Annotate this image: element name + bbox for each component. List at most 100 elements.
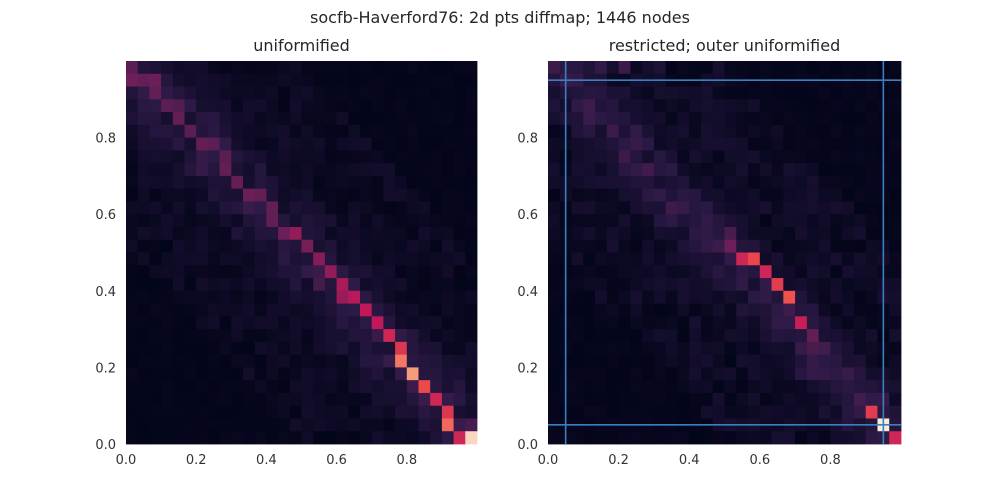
heatmap-cell (665, 99, 678, 113)
heatmap-cell (830, 392, 843, 407)
heatmap-cell (748, 354, 761, 368)
heatmap-cell (748, 239, 761, 253)
heatmap-cell (395, 61, 408, 75)
heatmap-cell (736, 175, 749, 190)
heatmap-cell (266, 252, 279, 266)
heatmap-cell (336, 290, 349, 304)
heatmap-cell (453, 137, 466, 151)
y-tick-label: 0.6 (95, 208, 116, 223)
heatmap-cell (653, 265, 667, 279)
heatmap-cell (865, 188, 878, 202)
heatmap-cell (301, 86, 314, 100)
heatmap-cell (184, 201, 197, 215)
heatmap-cell (595, 329, 608, 343)
heatmap-cell (430, 137, 443, 151)
heatmap-cell (830, 252, 843, 266)
heatmap-cell (196, 290, 209, 304)
heatmap-cell (595, 252, 608, 266)
heatmap-cell (207, 150, 220, 164)
heatmap-cell (736, 124, 749, 138)
heatmap-cell (301, 226, 314, 241)
heatmap-cell (348, 431, 361, 445)
heatmap-cell (383, 354, 396, 368)
heatmap-cell (207, 329, 220, 343)
heatmap-cell (254, 163, 267, 177)
heatmap-cell (700, 354, 714, 368)
heatmap-cell (630, 112, 643, 126)
heatmap-cell (243, 226, 256, 241)
heatmap-cell (441, 265, 454, 279)
heatmap-cell (360, 124, 373, 138)
heatmap-cell (184, 278, 197, 292)
heatmap-cell (453, 431, 466, 445)
heatmap-cell (231, 73, 244, 87)
heatmap-cell (289, 367, 302, 381)
heatmap-cell (700, 239, 714, 253)
heatmap-cell (700, 112, 714, 126)
heatmap-cell (700, 265, 714, 279)
heatmap-cell (149, 329, 162, 343)
heatmap-cell (348, 239, 361, 253)
heatmap-cell (371, 367, 384, 381)
heatmap-cell (618, 265, 631, 279)
heatmap-cell (465, 252, 478, 266)
heatmap-cell (278, 354, 291, 368)
heatmap-cell (313, 290, 326, 304)
heatmap-cell (853, 265, 867, 279)
heatmap-cell (724, 367, 737, 381)
heatmap-cell (842, 367, 855, 381)
heatmap-cell (313, 226, 326, 241)
heatmap-cell (700, 124, 714, 138)
heatmap-cell (618, 137, 631, 151)
heatmap-cell (630, 188, 643, 202)
heatmap-cell (383, 73, 396, 87)
heatmap-cell (207, 418, 220, 432)
heatmap-cell (453, 252, 466, 266)
heatmap-cell (465, 354, 478, 368)
heatmap-cell (254, 431, 267, 445)
heatmap-cell (665, 239, 678, 253)
heatmap-cell (630, 86, 643, 100)
heatmap-cell (795, 392, 808, 407)
heatmap-cell (231, 61, 244, 75)
heatmap-cell (278, 290, 291, 304)
heatmap-cell (818, 278, 831, 292)
heatmap-cell (289, 99, 302, 113)
heatmap-cell (336, 214, 349, 228)
heatmap-cell (642, 405, 655, 419)
heatmap-cell (196, 418, 209, 432)
heatmap-cell (618, 303, 631, 317)
heatmap-cell (196, 265, 209, 279)
heatmap-cell (548, 112, 561, 126)
heatmap-cell (465, 73, 478, 87)
heatmap-cell (395, 124, 408, 138)
heatmap-cell (783, 124, 796, 138)
heatmap-cell (736, 226, 749, 241)
heatmap-cell (665, 201, 678, 215)
heatmap-cell (759, 252, 772, 266)
heatmap-cell (172, 188, 185, 202)
heatmap-cell (465, 188, 478, 202)
heatmap-cell (771, 354, 784, 368)
heatmap-cell (653, 188, 667, 202)
heatmap-cell (441, 226, 454, 241)
heatmap-cell (689, 163, 702, 177)
heatmap-cell (313, 252, 326, 266)
heatmap-cell (254, 329, 267, 343)
heatmap-cell (289, 201, 302, 215)
heatmap-cell (736, 354, 749, 368)
heatmap-cell (724, 188, 737, 202)
heatmap-cell (383, 61, 396, 75)
heatmap-cell (172, 226, 185, 241)
heatmap-cell (748, 405, 761, 419)
heatmap-cell (383, 175, 396, 190)
heatmap-cell (700, 431, 714, 445)
heatmap-cell (665, 341, 678, 356)
heatmap-cell (231, 239, 244, 253)
heatmap-cell (665, 367, 678, 381)
heatmap-cell (395, 265, 408, 279)
heatmap-cell (748, 303, 761, 317)
heatmap-cell (266, 73, 279, 87)
heatmap-cell (583, 341, 596, 356)
heatmap-cell (630, 329, 643, 343)
